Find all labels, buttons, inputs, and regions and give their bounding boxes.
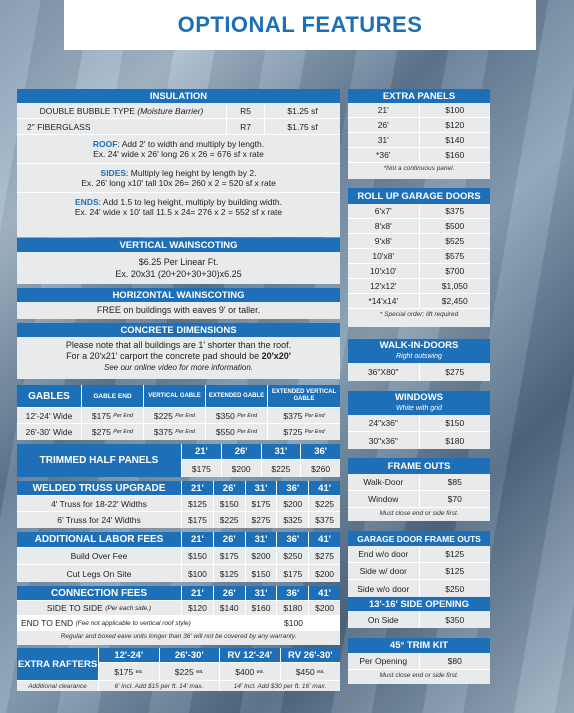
rafters-header: EXTRA RAFTERS — [17, 648, 99, 680]
trimmed-header: TRIMMED HALF PANELS — [17, 444, 182, 477]
extra-panels-header: EXTRA PANELS — [348, 89, 490, 103]
table-row: 24"x36" $150 — [348, 415, 490, 432]
table-row: Per Opening $80 — [348, 653, 490, 670]
garage-frame-outs-panel: GARAGE DOOR FRAME OUTS End w/o door $125 … — [348, 531, 490, 597]
table-row: End w/o door $125 — [348, 546, 490, 563]
table-row: 21' $100 — [348, 103, 490, 118]
gables-panel: GABLES GABLE END VERTICAL GABLE EXTENDED… — [17, 385, 340, 440]
connection-header: CONNECTION FEES — [17, 586, 182, 600]
extra-rafters-panel: EXTRA RAFTERS 12'-24' 26'-30' RV 12'-24' RV… — [17, 648, 340, 691]
connection-fees-panel: CONNECTION FEES 21' 26' 31' 36' 41' SIDE TO … — [17, 586, 340, 645]
table-row: 6' Truss for 24' Widths $175 $225 $275 $325… — [17, 512, 340, 528]
table-row: SIDE TO SIDE (Per each side.) $120 $140 $1… — [17, 601, 340, 616]
windows-panel: WINDOWS White with grid 24"x36" $150 30"x3… — [348, 391, 490, 449]
table-row: Cut Legs On Site $100 $125 $150 $175 $200 — [17, 565, 340, 582]
extra-panels-panel: EXTRA PANELS 21' $100 26' $120 31' $140 *36… — [348, 89, 490, 179]
table-row: 31' $140 — [348, 133, 490, 148]
table-row: *14'x14' $2,450 — [348, 294, 490, 309]
table-row: Side w/o door $250 — [348, 580, 490, 597]
table-row: 26' $120 — [348, 118, 490, 133]
table-row: END TO END (Fee not applicable to vertic… — [17, 616, 340, 631]
table-row: 12'-24' Wide $175 Per End $225 Per End $… — [17, 408, 340, 424]
welded-header: WELDED TRUSS UPGRADE — [17, 481, 182, 495]
table-row: 6'x7' $375 — [348, 204, 490, 219]
frame-outs-header: FRAME OUTS — [348, 458, 490, 474]
trim-kit-header: 45° TRIM KIT — [348, 638, 490, 653]
trimmed-half-panels: TRIMMED HALF PANELS 21' 26' 31' 36' $175 $20… — [17, 444, 340, 477]
table-row: 9'x8' $525 — [348, 234, 490, 249]
title-banner: OPTIONAL FEATURES — [64, 0, 536, 50]
table-row: $175 ea. $225 ea. $400 ea. $450 ea. — [99, 663, 340, 680]
table-row: Build Over Fee $150 $175 $200 $250 $275 — [17, 548, 340, 565]
table-row: *36' $160 — [348, 148, 490, 163]
trim-kit-panel: 45° TRIM KIT Per Opening $80 Must close e… — [348, 638, 490, 684]
labor-header: ADDITIONAL LABOR FEES — [17, 532, 182, 547]
horizontal-wainscoting-panel: HORIZONTAL WAINSCOTING FREE on buildings… — [17, 288, 340, 319]
page-title: OPTIONAL FEATURES — [177, 12, 423, 37]
table-row: DOUBLE BUBBLE TYPE (Moisture Barrier) R5… — [17, 103, 340, 119]
table-row: 8'x8' $500 — [348, 219, 490, 234]
side-opening-panel: 13'-16' SIDE OPENING On Side $350 — [348, 597, 490, 628]
table-row: 10'x8' $575 — [348, 249, 490, 264]
roof-info: ROOF: Add 2' to width and multiply by le… — [17, 135, 340, 164]
table-row: 12'x12' $1,050 — [348, 279, 490, 294]
table-row: 30"x36" $180 — [348, 432, 490, 449]
horizontal-header: HORIZONTAL WAINSCOTING — [17, 288, 340, 302]
table-row: $175 $200 $225 $260 — [182, 460, 340, 477]
ends-info: ENDS: Add 1.5 to leg height, multiply by… — [74, 197, 283, 217]
concrete-header: CONCRETE DIMENSIONS — [17, 323, 340, 337]
table-row: Walk-Door $85 — [348, 474, 490, 491]
walk-in-doors-panel: WALK-IN-DOORS Right outswing 36"X80" $275 — [348, 339, 490, 381]
windows-header: WINDOWS White with grid — [348, 391, 490, 415]
table-row: Window $70 — [348, 491, 490, 508]
labor-fees-panel: ADDITIONAL LABOR FEES 21' 26' 31' 36' 41' Bu… — [17, 532, 340, 582]
side-opening-header: 13'-16' SIDE OPENING — [348, 597, 490, 611]
insulation-panel: INSULATION DOUBLE BUBBLE TYPE (Moisture … — [17, 89, 340, 237]
sides-info: SIDES: Multiply leg height by length by … — [17, 164, 340, 193]
table-row: 2" FIBERGLASS R7 $1.75 sf — [17, 119, 340, 135]
table-row: 26'-30' Wide $275 Per End $375 Per End $… — [17, 424, 340, 440]
insulation-header: INSULATION — [17, 89, 340, 103]
garage-header: ROLL UP GARAGE DOORS — [348, 188, 490, 204]
gdfo-header: GARAGE DOOR FRAME OUTS — [348, 531, 490, 546]
vertical-header: VERTICAL WAINSCOTING — [17, 238, 340, 252]
walkin-header: WALK-IN-DOORS Right outswing — [348, 339, 490, 363]
concrete-panel: CONCRETE DIMENSIONS Please note that all… — [17, 323, 340, 379]
welded-truss-panel: WELDED TRUSS UPGRADE 21' 26' 31' 36' 41' 4' … — [17, 481, 340, 528]
table-row: On Side $350 — [348, 611, 490, 628]
gables-header: GABLES — [17, 385, 82, 407]
vertical-wainscoting-panel: VERTICAL WAINSCOTING $6.25 Per Linear Ft… — [17, 238, 340, 284]
table-row: 10'x10' $700 — [348, 264, 490, 279]
table-row: 4' Truss for 18-22' Widths $125 $150 $175 $… — [17, 496, 340, 512]
table-row: Side w/ door $125 — [348, 563, 490, 580]
garage-doors-panel: ROLL UP GARAGE DOORS 6'x7' $375 8'x8' $500… — [348, 188, 490, 327]
frame-outs-panel: FRAME OUTS Walk-Door $85 Window $70 Must c… — [348, 458, 490, 521]
table-row: 36"X80" $275 — [348, 363, 490, 381]
